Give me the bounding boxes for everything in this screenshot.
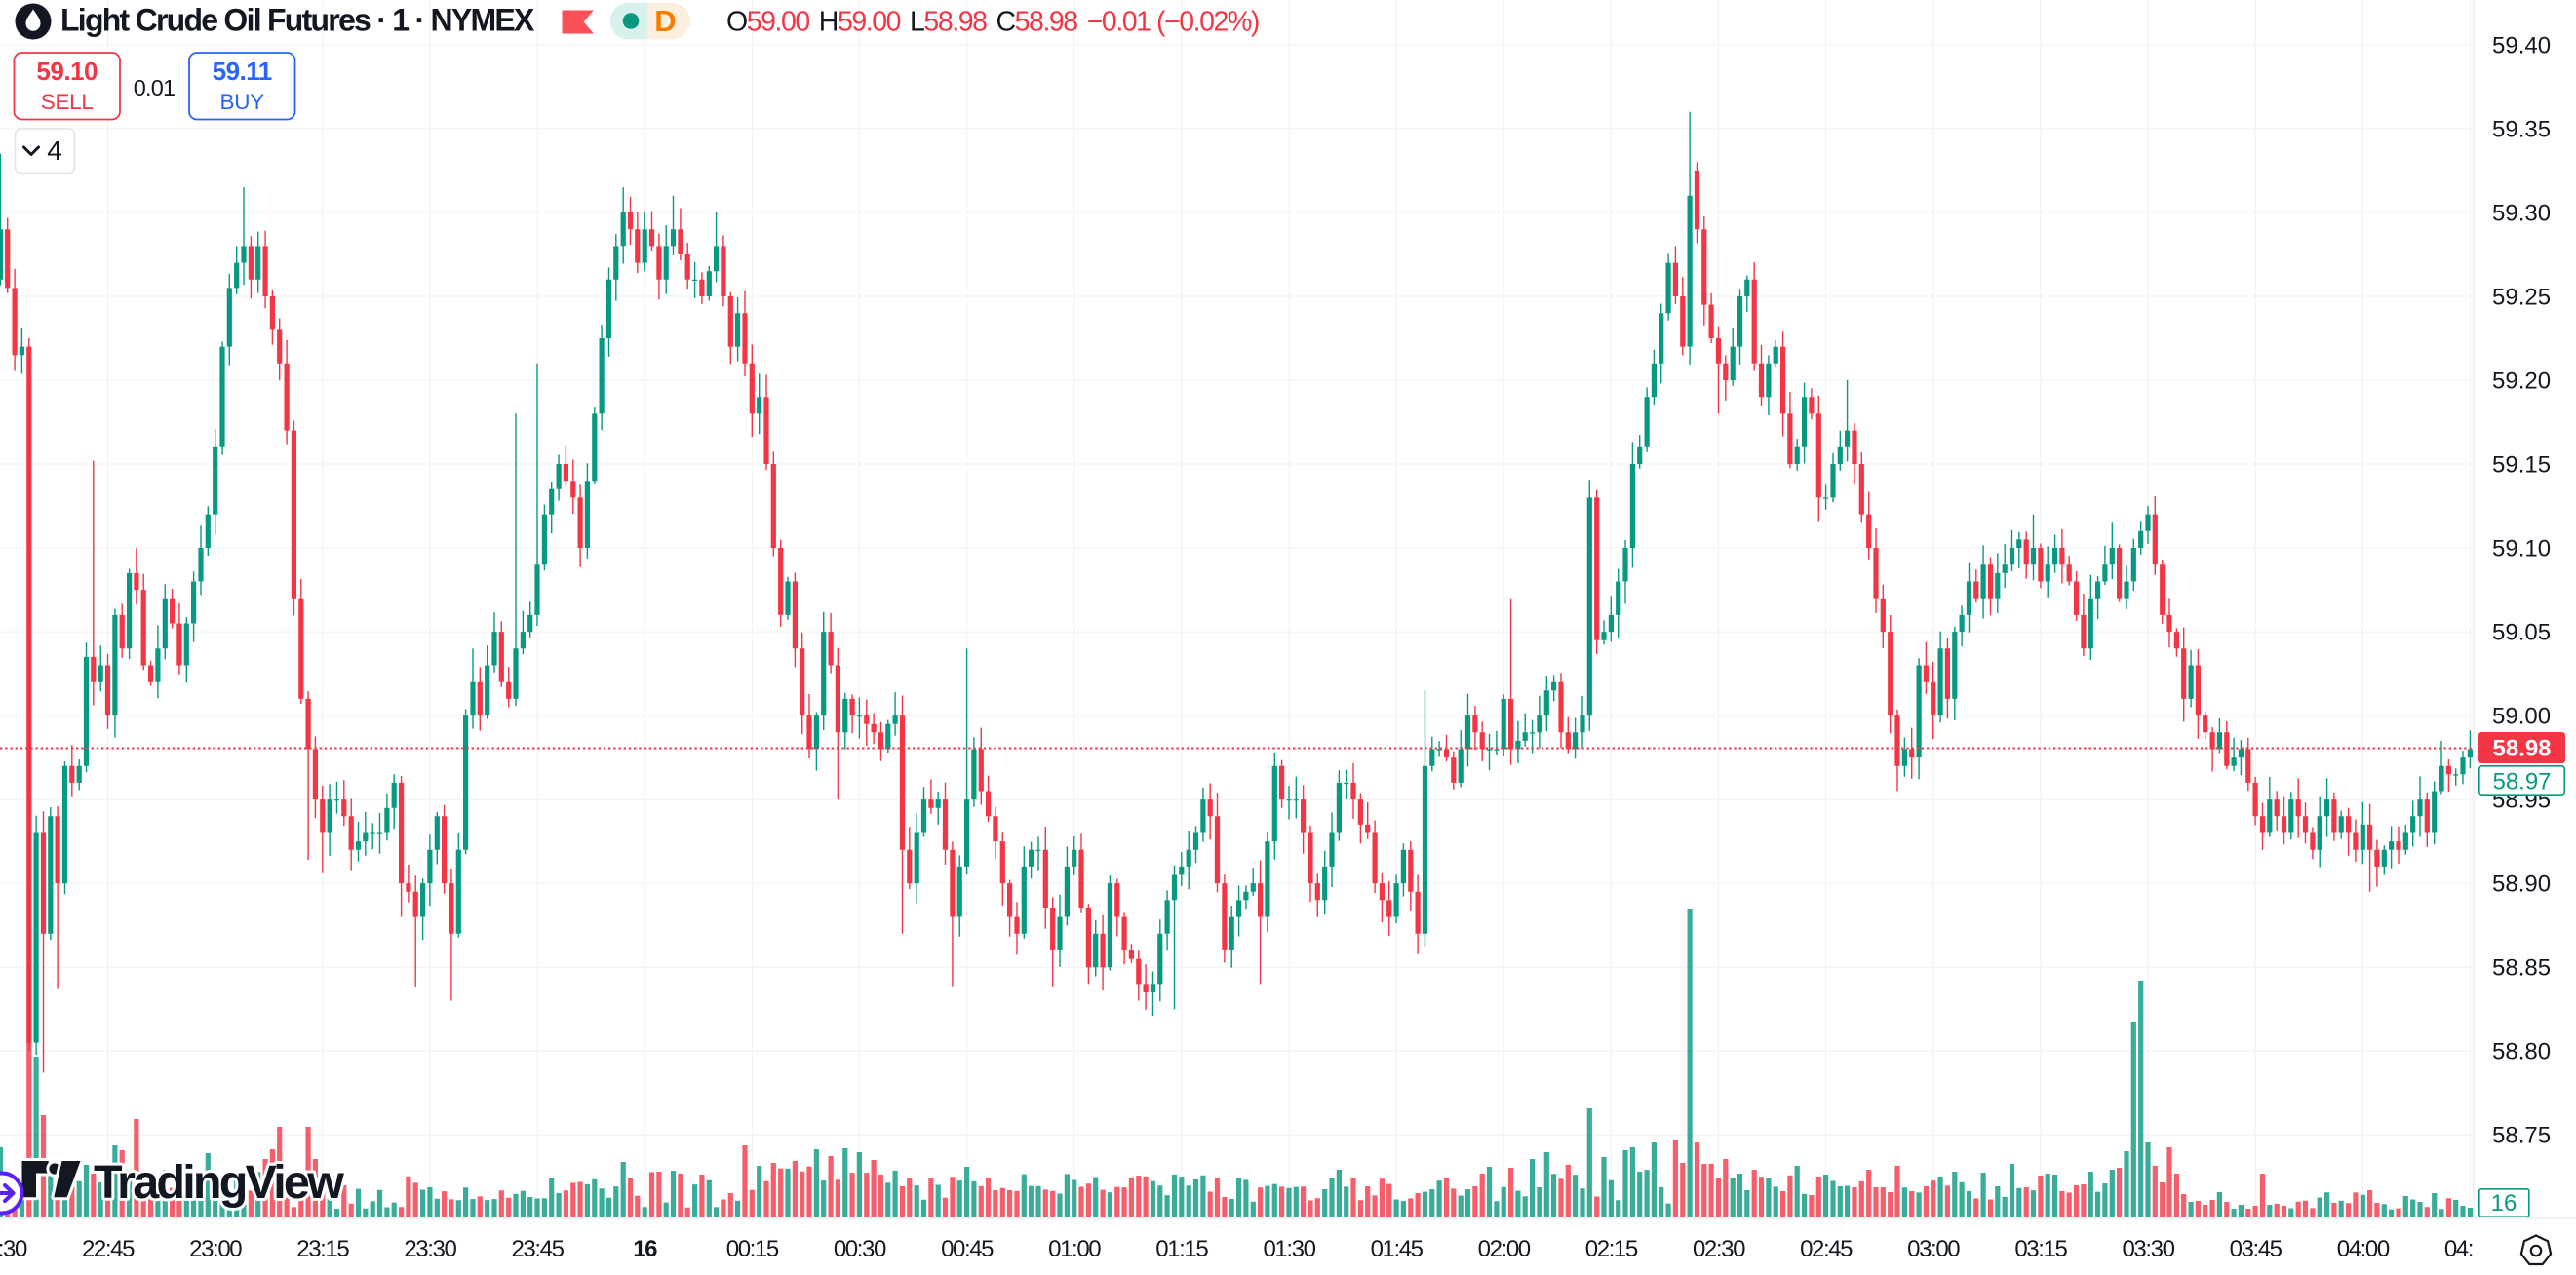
svg-text:TradingView: TradingView [94, 1156, 344, 1209]
svg-text:Light Crude Oil Futures · 1 ·: Light Crude Oil Futures · 1 · NYMEX [60, 3, 535, 38]
svg-text:16: 16 [633, 1236, 657, 1262]
svg-text:22:45: 22:45 [82, 1236, 135, 1262]
svg-text:59.00: 59.00 [2492, 704, 2551, 730]
svg-text:00:15: 00:15 [726, 1236, 779, 1262]
svg-text:59.20: 59.20 [2492, 368, 2551, 395]
svg-text:59.10: 59.10 [2492, 536, 2551, 562]
svg-text:03:30: 03:30 [2122, 1236, 2174, 1262]
svg-text:D: D [654, 4, 676, 38]
svg-text:02:45: 02:45 [1800, 1236, 1853, 1262]
svg-text:58.90: 58.90 [2492, 871, 2551, 898]
svg-text:01:00: 01:00 [1048, 1236, 1101, 1262]
svg-text:03:45: 03:45 [2230, 1236, 2283, 1262]
svg-text:23:15: 23:15 [296, 1236, 349, 1262]
svg-text:16: 16 [2491, 1190, 2517, 1217]
svg-text:00:45: 00:45 [941, 1236, 994, 1262]
svg-text:01:30: 01:30 [1263, 1236, 1315, 1262]
svg-text:04:00: 04:00 [2337, 1236, 2390, 1262]
svg-text:02:15: 02:15 [1585, 1236, 1638, 1262]
svg-text:00:30: 00:30 [834, 1236, 886, 1262]
svg-text:58.98: 58.98 [2492, 736, 2551, 762]
svg-text:22:30: 22:30 [0, 1236, 27, 1262]
svg-text:59.05: 59.05 [2492, 620, 2551, 646]
svg-text:59.25: 59.25 [2492, 285, 2551, 311]
svg-text:01:15: 01:15 [1155, 1236, 1208, 1262]
svg-text:23:45: 23:45 [511, 1236, 564, 1262]
svg-text:02:00: 02:00 [1478, 1236, 1531, 1262]
svg-text:58.85: 58.85 [2492, 955, 2551, 982]
svg-text:58.75: 58.75 [2492, 1123, 2551, 1149]
svg-text:03:00: 03:00 [1907, 1236, 1960, 1262]
svg-text:58.97: 58.97 [2492, 769, 2551, 795]
svg-text:0.01: 0.01 [134, 75, 176, 100]
svg-text:01:45: 01:45 [1371, 1236, 1424, 1262]
svg-text:59.35: 59.35 [2492, 116, 2551, 142]
svg-text:SELL: SELL [41, 90, 94, 114]
svg-text:59.10: 59.10 [36, 57, 98, 86]
svg-text:59.11: 59.11 [213, 57, 272, 86]
svg-text:4: 4 [47, 135, 62, 166]
svg-text:23:30: 23:30 [404, 1236, 456, 1262]
svg-text:23:00: 23:00 [189, 1236, 242, 1262]
svg-text:58.80: 58.80 [2492, 1039, 2551, 1065]
svg-text:02:30: 02:30 [1693, 1236, 1745, 1262]
svg-text:04:15: 04:15 [2444, 1236, 2497, 1262]
svg-text:03:15: 03:15 [2014, 1236, 2067, 1262]
svg-text:59.30: 59.30 [2492, 201, 2551, 227]
svg-text:59.40: 59.40 [2492, 32, 2551, 58]
svg-text:BUY: BUY [220, 90, 265, 114]
svg-text:59.15: 59.15 [2492, 452, 2551, 479]
